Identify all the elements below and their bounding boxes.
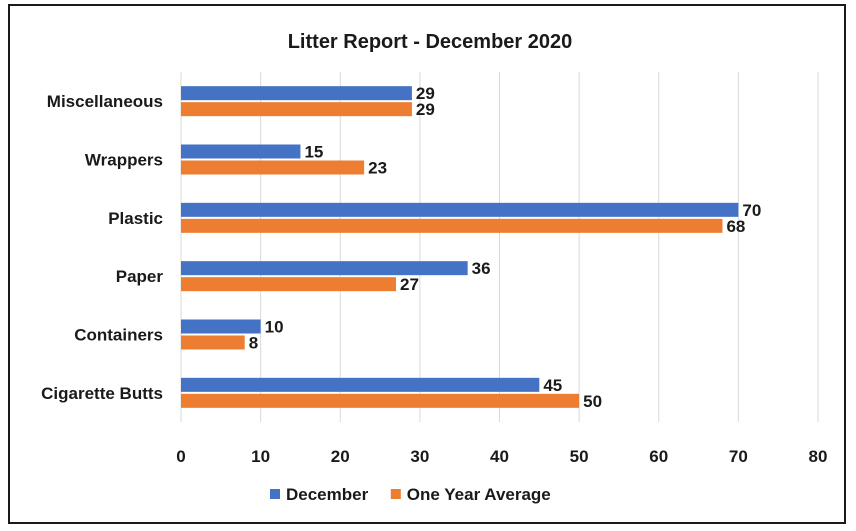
bar-plastic-one-year-average [181, 218, 723, 233]
bar-wrappers-one-year-average [181, 160, 365, 175]
bar-paper-one-year-average [181, 277, 396, 292]
data-label-wrappers-december: 15 [304, 143, 323, 162]
data-label-paper-december: 36 [472, 259, 491, 278]
category-label-wrappers: Wrappers [85, 151, 163, 170]
bar-wrappers-december [181, 144, 301, 159]
data-label-plastic-one-year-average: 68 [726, 217, 745, 236]
legend-label-december: December [286, 485, 369, 504]
category-label-containers: Containers [74, 326, 163, 345]
x-tick-label: 40 [490, 447, 509, 466]
bar-plastic-december [181, 202, 739, 217]
category-labels: Miscellaneous Wrappers Plastic Paper Contain… [41, 92, 163, 403]
legend-swatch-one-year-average [390, 489, 401, 499]
category-label-miscellaneous: Miscellaneous [47, 92, 163, 111]
bar-cigarette-butts-december [181, 377, 540, 392]
x-tick-label: 0 [176, 447, 185, 466]
gridlines [180, 72, 819, 422]
x-tick-label: 80 [809, 447, 828, 466]
x-axis-ticks: 0 10 20 30 40 50 60 70 80 [176, 447, 827, 466]
x-tick-label: 60 [649, 447, 668, 466]
bars [181, 86, 739, 408]
x-tick-label: 50 [570, 447, 589, 466]
data-label-plastic-december: 70 [742, 201, 761, 220]
data-label-cigarette-butts-december: 45 [543, 376, 562, 395]
chart-title: Litter Report - December 2020 [288, 31, 573, 53]
x-tick-label: 30 [410, 447, 429, 466]
x-tick-label: 20 [331, 447, 350, 466]
data-label-miscellaneous-december: 29 [416, 84, 435, 103]
x-tick-label: 10 [251, 447, 270, 466]
bar-containers-december [181, 319, 261, 334]
legend-swatch-december [270, 489, 280, 499]
bar-miscellaneous-one-year-average [181, 102, 412, 117]
bar-miscellaneous-december [181, 86, 412, 101]
data-label-containers-one-year-average: 8 [249, 334, 258, 353]
data-label-wrappers-one-year-average: 23 [368, 159, 387, 178]
bar-cigarette-butts-one-year-average [181, 393, 580, 408]
category-label-cigarette-butts: Cigarette Butts [41, 384, 163, 403]
legend-label-one-year-average: One Year Average [407, 485, 551, 504]
legend: December One Year Average [270, 485, 551, 504]
bar-paper-december [181, 261, 468, 276]
category-label-plastic: Plastic [108, 209, 163, 228]
x-tick-label: 70 [729, 447, 748, 466]
data-label-cigarette-butts-one-year-average: 50 [583, 392, 602, 411]
data-label-containers-december: 10 [265, 318, 284, 337]
data-label-paper-one-year-average: 27 [400, 275, 419, 294]
bar-containers-one-year-average [181, 335, 245, 350]
category-label-paper: Paper [116, 267, 164, 286]
data-label-miscellaneous-one-year-average: 29 [416, 100, 435, 119]
